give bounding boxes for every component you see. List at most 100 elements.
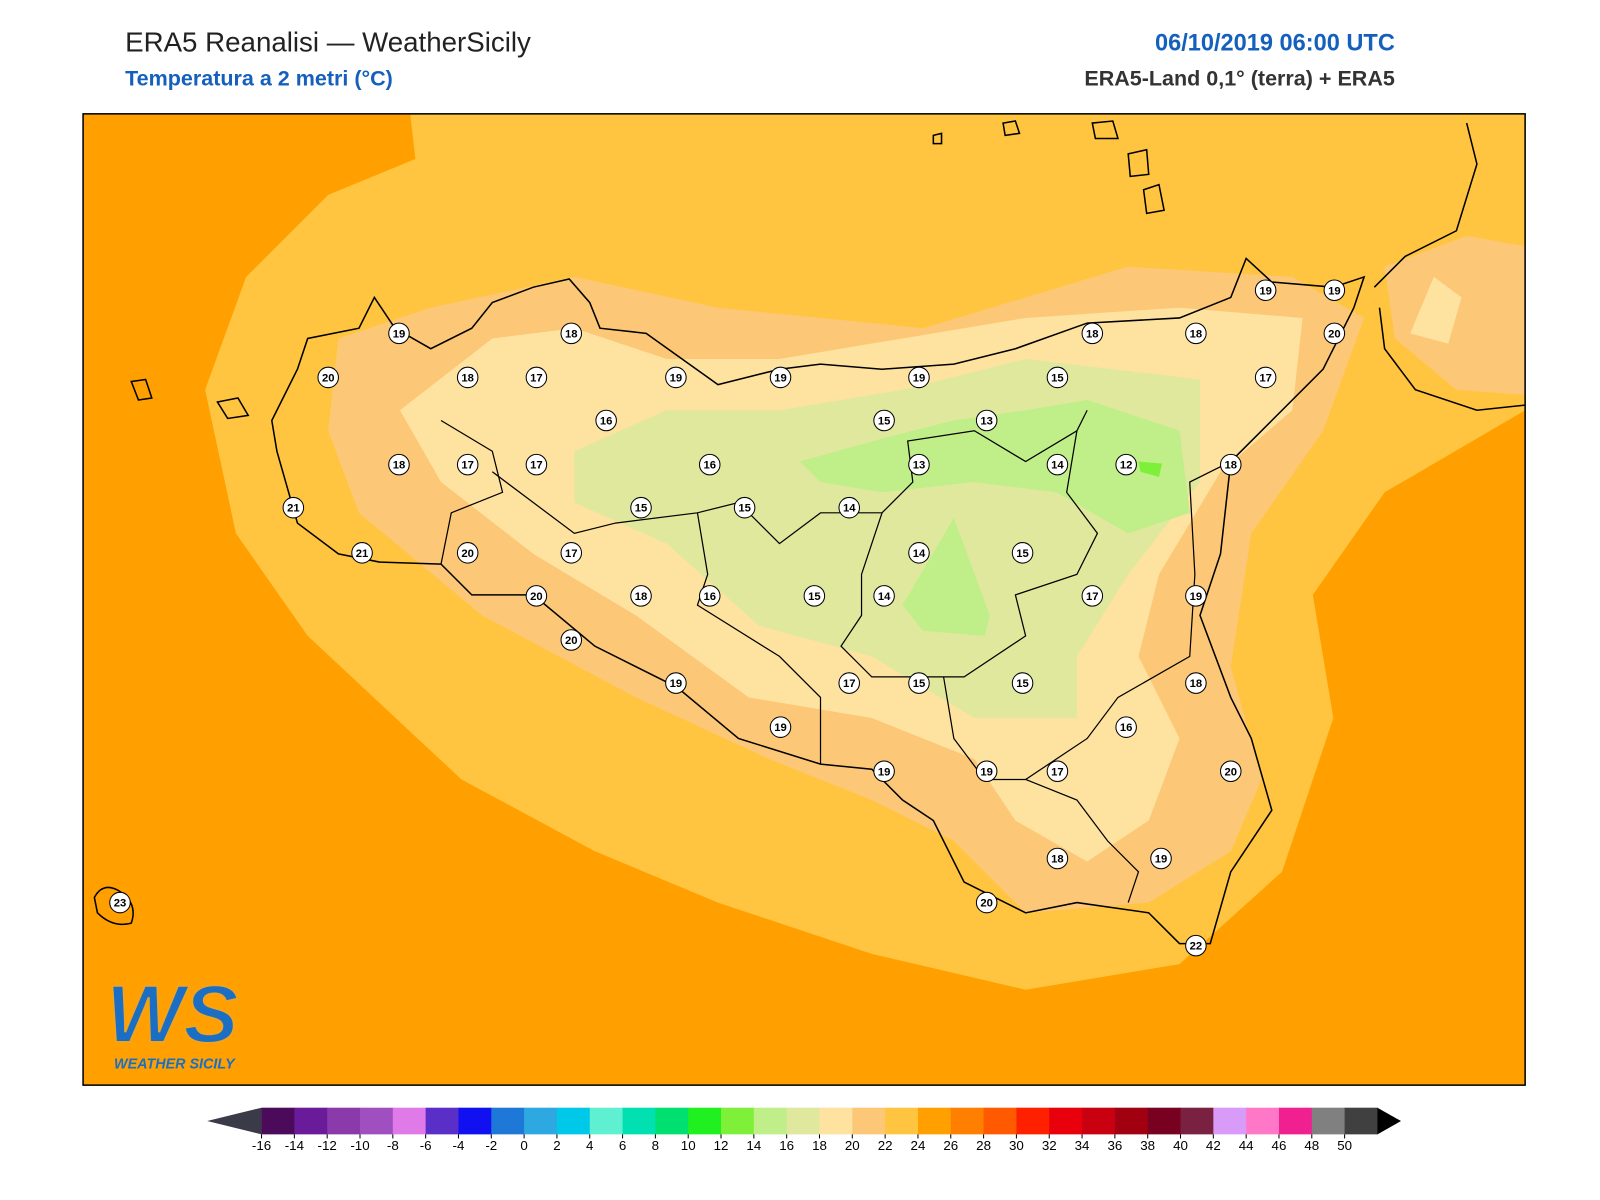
- station-marker: [525, 366, 548, 389]
- subtitle: Temperatura a 2 metri (°C): [125, 67, 393, 91]
- station-value: 12: [1120, 460, 1133, 472]
- station-marker: [803, 585, 826, 607]
- station-value: 14: [913, 548, 926, 560]
- station-marker: [388, 322, 410, 345]
- colorbar-tick-label: 12: [714, 1138, 729, 1153]
- logo-mark: WS: [106, 969, 238, 1060]
- station-marker: [975, 409, 998, 432]
- station-value: 19: [1155, 853, 1168, 865]
- station-value: 21: [287, 503, 300, 515]
- station-value: 14: [843, 503, 856, 515]
- colorbar-tick-label: 50: [1337, 1138, 1352, 1153]
- station-value: 14: [878, 591, 891, 603]
- station-marker: [1254, 366, 1277, 389]
- colorbar-cell: [688, 1107, 722, 1135]
- station-value: 20: [530, 591, 543, 603]
- station-value: 19: [670, 678, 683, 690]
- temperature-region: [1410, 276, 1462, 344]
- station-marker: [560, 629, 583, 651]
- colorbar-cell: [1278, 1107, 1313, 1135]
- station-value: 20: [565, 635, 578, 647]
- station-value: 17: [1051, 766, 1064, 778]
- colorbar-cell: [852, 1107, 886, 1135]
- colorbar-tick-label: 28: [976, 1138, 991, 1153]
- colorbar-tick-label: 34: [1075, 1138, 1090, 1153]
- island: [1002, 120, 1021, 137]
- colorbar-cell: [655, 1107, 689, 1135]
- colorbar-cell: [294, 1107, 328, 1135]
- station-value: 16: [703, 460, 716, 472]
- station-marker: [630, 585, 652, 607]
- colorbar-tick-label: 6: [619, 1138, 626, 1153]
- colorbar-tick-label: 38: [1140, 1138, 1155, 1153]
- colorbar-tick-label: 0: [520, 1138, 527, 1153]
- station-marker: [733, 496, 756, 519]
- colorbar-tick-label: 48: [1304, 1138, 1319, 1153]
- station-marker: [1081, 322, 1104, 345]
- station-value: 23: [114, 898, 127, 910]
- station-value: 20: [1328, 328, 1341, 340]
- colorbar-tick-label: 8: [652, 1138, 659, 1153]
- station-marker: [560, 322, 583, 345]
- colorbar-tick-label: 26: [943, 1138, 958, 1153]
- station-marker: [908, 672, 930, 694]
- colorbar-tick-label: 2: [553, 1138, 560, 1153]
- station-value: 17: [530, 460, 543, 472]
- station-value: 17: [565, 548, 578, 560]
- source: ERA5-Land 0,1° (terra) + ERA5: [1084, 67, 1395, 91]
- station-marker: [282, 496, 305, 519]
- colorbar-tick-label: 30: [1009, 1138, 1024, 1153]
- colorbar-tick-label: 24: [911, 1138, 926, 1153]
- colorbar-cell: [1311, 1107, 1346, 1135]
- colorbar-cell: [819, 1107, 853, 1135]
- colorbar-cell: [885, 1107, 919, 1135]
- colorbar-tick-label: -6: [420, 1138, 432, 1153]
- station-value: 15: [1016, 548, 1029, 560]
- station-marker: [1150, 847, 1172, 870]
- station-value: 17: [843, 678, 856, 690]
- station-value: 17: [530, 372, 543, 384]
- station-marker: [1185, 585, 1207, 607]
- map: 19 20 18 17 18 19 19 16 18 17 17 21 21 20 17 20 15 16 18 16…: [83, 113, 1526, 1086]
- datetime: 06/10/2019 06:00 UTC: [1155, 29, 1395, 55]
- station-value: 20: [980, 898, 993, 910]
- station-marker: [873, 760, 895, 783]
- colorbar-cell: [917, 1107, 952, 1135]
- station-value: 19: [774, 372, 787, 384]
- colorbar-cell: [1344, 1107, 1378, 1135]
- station-marker: [525, 585, 548, 607]
- station-value: 18: [461, 372, 474, 384]
- station-marker: [908, 542, 930, 564]
- station-marker: [769, 366, 792, 389]
- island: [1127, 148, 1150, 178]
- colorbar-cell: [392, 1107, 427, 1135]
- colorbar-cell: [524, 1107, 558, 1135]
- station-marker: [388, 453, 410, 476]
- station-value: 19: [1328, 285, 1341, 297]
- station-marker: [873, 409, 895, 432]
- station-value: 19: [1259, 285, 1272, 297]
- station-marker: [595, 409, 617, 432]
- province-border: [942, 460, 1232, 781]
- province-border: [440, 419, 504, 565]
- station-marker: [908, 453, 930, 476]
- colorbar-cell: [1147, 1107, 1182, 1135]
- colorbar-tick-label: 44: [1239, 1138, 1254, 1153]
- colorbar-tick-label: 40: [1173, 1138, 1188, 1153]
- coastline: [1373, 122, 1526, 412]
- station-value: 16: [600, 416, 613, 428]
- colorbar: -16 -14 -12 -10 -8 -6 -4 -2 0 2 4 6 8 10 12 14 16 18 20 22 2…: [207, 1107, 1402, 1153]
- station-value: 18: [635, 591, 648, 603]
- temperature-region: [902, 517, 990, 636]
- station-value: 18: [1051, 853, 1064, 865]
- station-value: 16: [1120, 722, 1133, 734]
- island: [1142, 183, 1166, 215]
- station-value: 19: [774, 722, 787, 734]
- island: [93, 886, 134, 926]
- colorbar-over: [1377, 1107, 1402, 1135]
- station-marker: [665, 366, 687, 389]
- station-value: 20: [1225, 766, 1238, 778]
- colorbar-under: [207, 1107, 262, 1135]
- station-value: 15: [1016, 678, 1029, 690]
